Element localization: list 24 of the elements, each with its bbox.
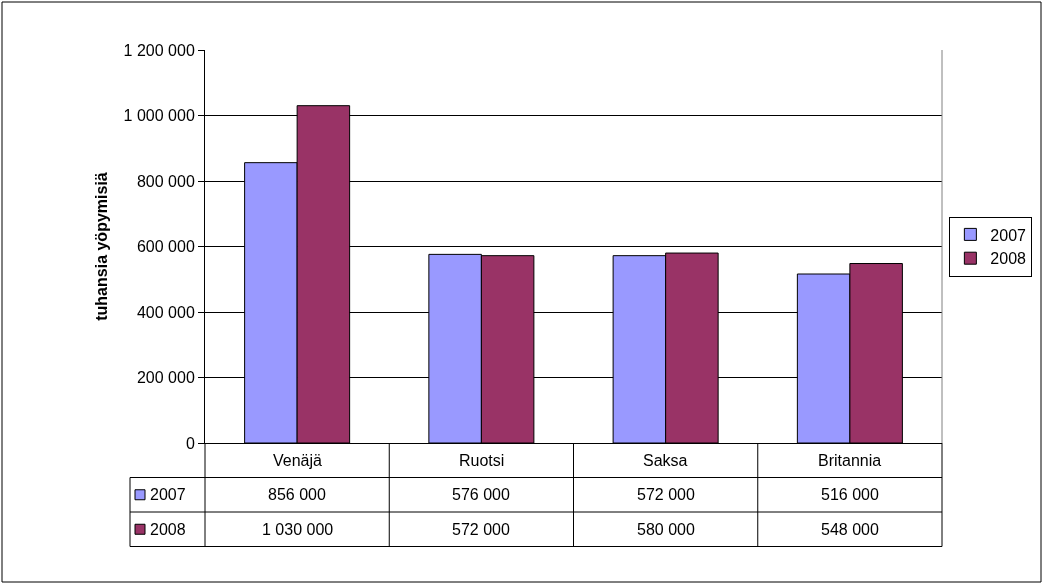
x-tick-label: Britannia [818,452,882,469]
y-tick-label: 400 000 [136,303,195,321]
data-label: 572 000 [452,521,510,538]
x-tick-label: Venäjä [273,452,323,469]
y-tick-label: 600 000 [136,238,195,256]
text: 2007 [990,226,1026,244]
y-tick-label: 200 000 [136,369,195,387]
y-tick-label: 800 000 [136,172,195,190]
legend-label: 2007 [150,486,186,503]
x-tick-label: Saksa [643,452,688,469]
text: 2008 [150,521,186,538]
y-tick-label: 0 [185,434,195,452]
data-label: 572 000 [637,486,695,503]
data-label: 516 000 [821,486,879,503]
data-label: 580 000 [637,521,695,538]
legend-label: 2008 [990,250,1027,268]
data-label: 1 030 000 [262,521,334,538]
data-label: 576 000 [452,486,510,503]
data-label: 856 000 [268,486,326,503]
x-tick-label: Ruotsi [459,452,505,469]
y-tick-label: 1 000 000 [123,107,195,125]
y-axis-title: tuhansia yöpymisiä [92,172,110,321]
y-tick-label: 1 200 000 [123,41,195,59]
data-label: 548 000 [821,521,879,538]
